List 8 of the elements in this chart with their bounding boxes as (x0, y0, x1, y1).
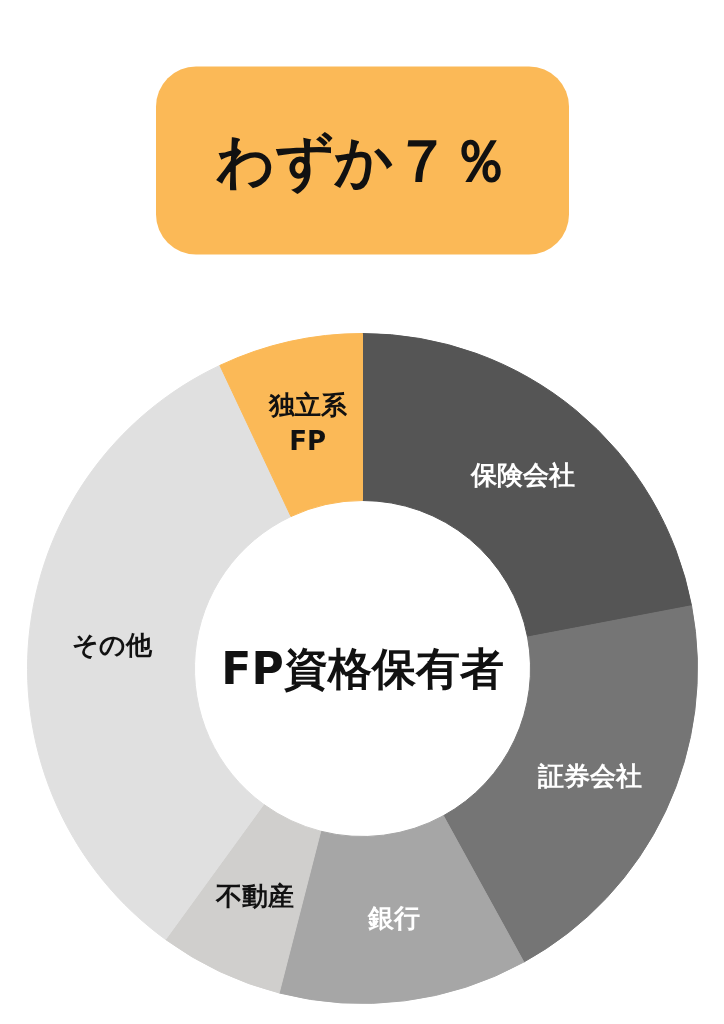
slice-label: その他 (72, 629, 154, 660)
slice-label: 独立系 FP (267, 390, 348, 457)
slice-label: 保険会社 (469, 459, 575, 490)
slice-label: 証券会社 (537, 760, 643, 791)
text: わずか７％ (216, 126, 509, 195)
slice-label: 銀行 (367, 903, 421, 934)
text: FP資格保有者 (221, 643, 504, 694)
slice-label: 不動産 (215, 881, 295, 912)
